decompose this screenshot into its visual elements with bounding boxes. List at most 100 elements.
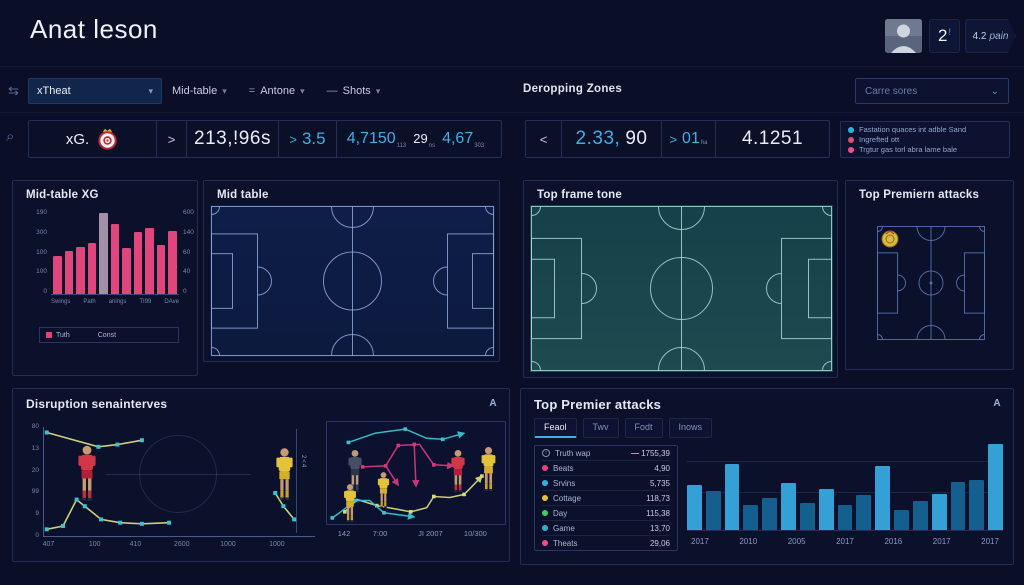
- chevron-down-icon: ⌄: [990, 85, 999, 97]
- y-axis-left: 190 300 100 100 0: [27, 209, 47, 295]
- prev-chevron-cell[interactable]: <: [526, 121, 562, 157]
- section-label: Deropping Zones: [523, 83, 623, 95]
- row-value: 115,38: [646, 508, 670, 518]
- x-axis-labels: 2017 2010 2005 2017 2016 2017 2017: [687, 537, 1003, 546]
- legend-item: Ingrefted ott: [848, 135, 1002, 144]
- list-item[interactable]: Day 115,38: [542, 505, 670, 520]
- panel-title: Top Premiern attacks: [859, 189, 980, 201]
- team-crest-icon: [98, 128, 117, 150]
- tick-label: 1000: [269, 541, 285, 548]
- bar: [168, 230, 178, 294]
- legend-swatch-icon: [46, 332, 52, 338]
- info-circle-icon: i: [542, 449, 550, 457]
- yellow-player: [478, 446, 499, 497]
- primary-metric-select[interactable]: xTheat ▾: [28, 78, 162, 104]
- bar: [687, 484, 702, 530]
- bar: [799, 502, 815, 530]
- tick-label: Path: [83, 299, 96, 305]
- tab-fodt[interactable]: Fodt: [624, 418, 663, 438]
- avatar[interactable]: [885, 19, 922, 53]
- notification-badge[interactable]: 2 !: [929, 19, 960, 53]
- tick-label: 407: [42, 541, 55, 548]
- tick-label: 0: [35, 531, 39, 539]
- stat-metric-sub: ns: [428, 143, 436, 149]
- care-scores-value: Carre sores: [865, 85, 918, 97]
- stat-metric-sub: 113: [396, 143, 407, 149]
- tick-label: 190: [36, 209, 47, 216]
- tab-feaol[interactable]: Feaol: [534, 418, 577, 438]
- list-item[interactable]: Game 13,70: [542, 520, 670, 535]
- care-scores-select[interactable]: Carre sores ⌄: [855, 78, 1009, 104]
- tick-label: 410: [129, 541, 142, 548]
- tick-label: 142: [337, 529, 351, 538]
- mini-pitch-diagram: [877, 226, 985, 340]
- chevron-left-icon: <: [539, 131, 548, 147]
- tick-label: Swings: [51, 299, 71, 305]
- search-icon[interactable]: ⌕: [6, 128, 15, 145]
- row-label: Beats: [553, 463, 574, 473]
- tick-label: 2017: [932, 537, 951, 546]
- row-label: Game: [553, 523, 575, 533]
- annotation-icon[interactable]: A: [993, 397, 1001, 409]
- tick-label: 2010: [739, 537, 758, 546]
- filter-item-mid-table[interactable]: Mid-table ▾: [172, 85, 227, 97]
- bar: [110, 224, 120, 294]
- row-label: Srvins: [553, 478, 576, 488]
- filter-item-antone[interactable]: = Antone ▾: [249, 85, 305, 97]
- bar: [969, 479, 985, 530]
- summary-number: 1755,39: [641, 448, 670, 458]
- right-axis-line: [296, 429, 297, 533]
- stat-metric-value: 4,67: [442, 130, 474, 147]
- tick-label: 80: [31, 423, 39, 430]
- stats-group-left: xG. > 213,!96s > 3.5 4,7150113 29ns 4,6730…: [28, 120, 502, 158]
- bar: [931, 493, 947, 530]
- tick-label: 140: [183, 228, 194, 236]
- yellow-player: [375, 471, 392, 514]
- swap-arrows-icon[interactable]: ⇆: [8, 83, 19, 98]
- score-value: 4.2: [972, 30, 987, 42]
- next-chevron-cell[interactable]: >: [157, 121, 187, 157]
- pitch-circle-bg: [139, 435, 217, 513]
- bullet-dot-icon: [542, 525, 548, 531]
- panel-disruption: Disruption senainterves A 80 13 20 99 9 0 2<4…: [12, 388, 510, 562]
- bar: [122, 247, 131, 294]
- stat-big2-value: 4.1251: [741, 128, 804, 149]
- summary-row[interactable]: i Truth wap —1755,39: [542, 446, 670, 460]
- tab-inows[interactable]: Inows: [668, 418, 713, 438]
- list-item[interactable]: Srvins 5,735: [542, 475, 670, 490]
- stats-legend: Fastation quaces int adble Sand Ingrefted…: [840, 121, 1010, 158]
- bar: [156, 245, 166, 294]
- list-item[interactable]: Cottage 118,73: [542, 490, 670, 505]
- panel-mid-table-pitch: Mid table: [203, 180, 500, 362]
- red-player: [74, 444, 100, 507]
- row-value: 4,90: [654, 463, 670, 473]
- stat-small1-cell: > 3.5: [279, 121, 337, 157]
- tab-twv[interactable]: Twv: [582, 418, 619, 438]
- panel-title: Mid-table XG: [26, 189, 99, 201]
- notification-alert-icon: !: [948, 27, 951, 37]
- list-item[interactable]: Beats 4,90: [542, 460, 670, 475]
- panel-top-premier-attacks: Top Premier attacks A Feaol Twv Fodt Inows …: [520, 388, 1014, 565]
- row-value: 118,73: [646, 493, 670, 503]
- annotation-icon[interactable]: A: [489, 397, 497, 409]
- tick-label: 2005: [787, 537, 806, 546]
- filter-item-shots[interactable]: — Shots ▾: [327, 85, 381, 97]
- red-player: [448, 449, 468, 498]
- y-axis-right: 600 140 60 40 0: [183, 209, 203, 295]
- bar: [875, 466, 891, 530]
- pitch-midline-bg: [106, 474, 251, 475]
- tick-label: 2017: [691, 537, 709, 546]
- tick-label: 0: [43, 288, 47, 295]
- tick-label: JI 2007: [418, 529, 443, 538]
- tick-label: 40: [183, 268, 191, 276]
- list-item[interactable]: Theats 29,06: [542, 535, 670, 550]
- tick-label: 2600: [173, 541, 190, 548]
- stat-metric2-value: 01: [682, 130, 700, 147]
- score-badge[interactable]: 4.2 pain: [965, 19, 1016, 53]
- filter-label: Mid-table: [172, 85, 218, 97]
- stat-small1-value: 3.5: [301, 129, 326, 148]
- row-value: 13,70: [649, 523, 670, 533]
- panel-title: Top frame tone: [537, 189, 623, 201]
- bar: [988, 443, 1004, 530]
- bar: [818, 489, 834, 530]
